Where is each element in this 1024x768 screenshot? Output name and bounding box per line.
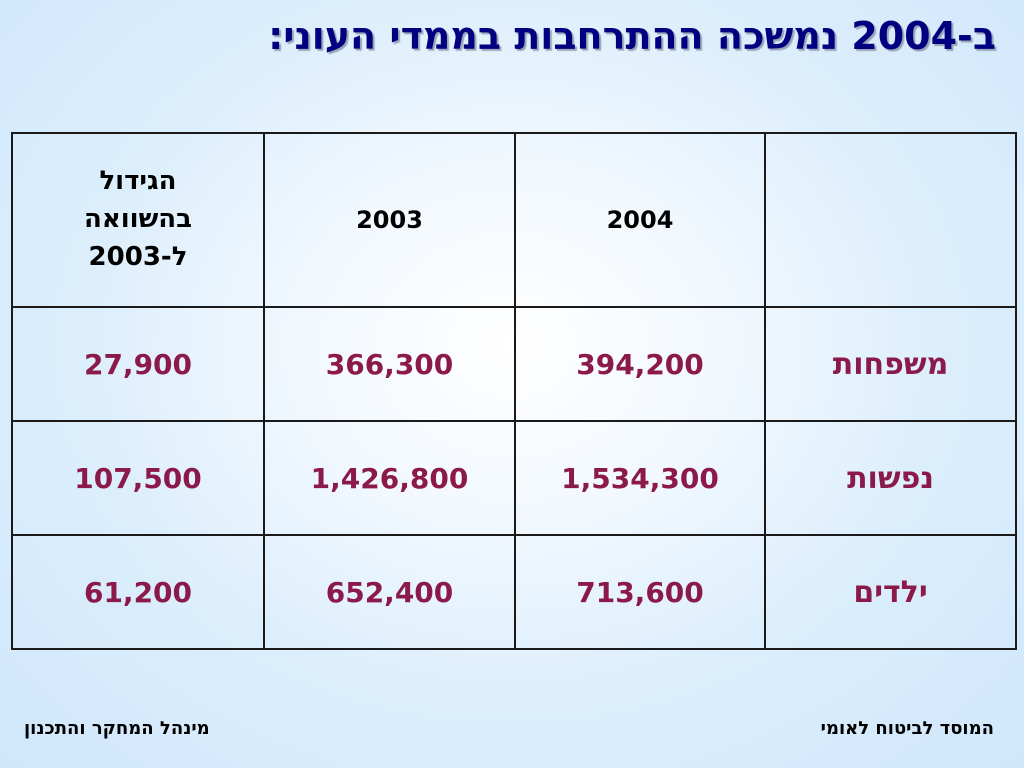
header-growth-line: הגידול: [99, 166, 177, 197]
row-label-children: ילדים: [764, 534, 1017, 650]
footer-national-insurance: המוסד לביטוח לאומי: [820, 718, 994, 739]
footer-research-administration: מינהל המחקר והתכנון: [24, 718, 210, 739]
row-label-families: משפחות: [764, 306, 1017, 422]
table-row: משפחות 394,200 366,300 27,900: [11, 306, 1017, 422]
header-2003: 2003: [263, 132, 516, 308]
cell-2004: 713,600: [514, 534, 766, 650]
header-growth-line: בהשוואה: [83, 204, 193, 235]
cell-growth: 27,900: [11, 306, 265, 422]
cell-2004: 394,200: [514, 306, 766, 422]
header-growth-line: ל-2003: [88, 241, 188, 272]
table-row: ילדים 713,600 652,400 61,200: [11, 534, 1017, 650]
header-2004: 2004: [514, 132, 766, 308]
table-row: נפשות 1,534,300 1,426,800 107,500: [11, 420, 1017, 536]
cell-2003: 1,426,800: [263, 420, 516, 536]
header-growth: הגידול בהשוואה ל-2003: [11, 132, 265, 308]
slide-title: ב-2004 נמשכה ההתרחבות בממדי העוני:: [268, 14, 996, 58]
poverty-table: 2004 2003 הגידול בהשוואה ל-2003 משפחות 3…: [11, 132, 1017, 650]
header-label-cell: [764, 132, 1017, 308]
cell-growth: 107,500: [11, 420, 265, 536]
table-header-row: 2004 2003 הגידול בהשוואה ל-2003: [11, 132, 1017, 308]
cell-2003: 652,400: [263, 534, 516, 650]
cell-2003: 366,300: [263, 306, 516, 422]
row-label-persons: נפשות: [764, 420, 1017, 536]
cell-2004: 1,534,300: [514, 420, 766, 536]
cell-growth: 61,200: [11, 534, 265, 650]
